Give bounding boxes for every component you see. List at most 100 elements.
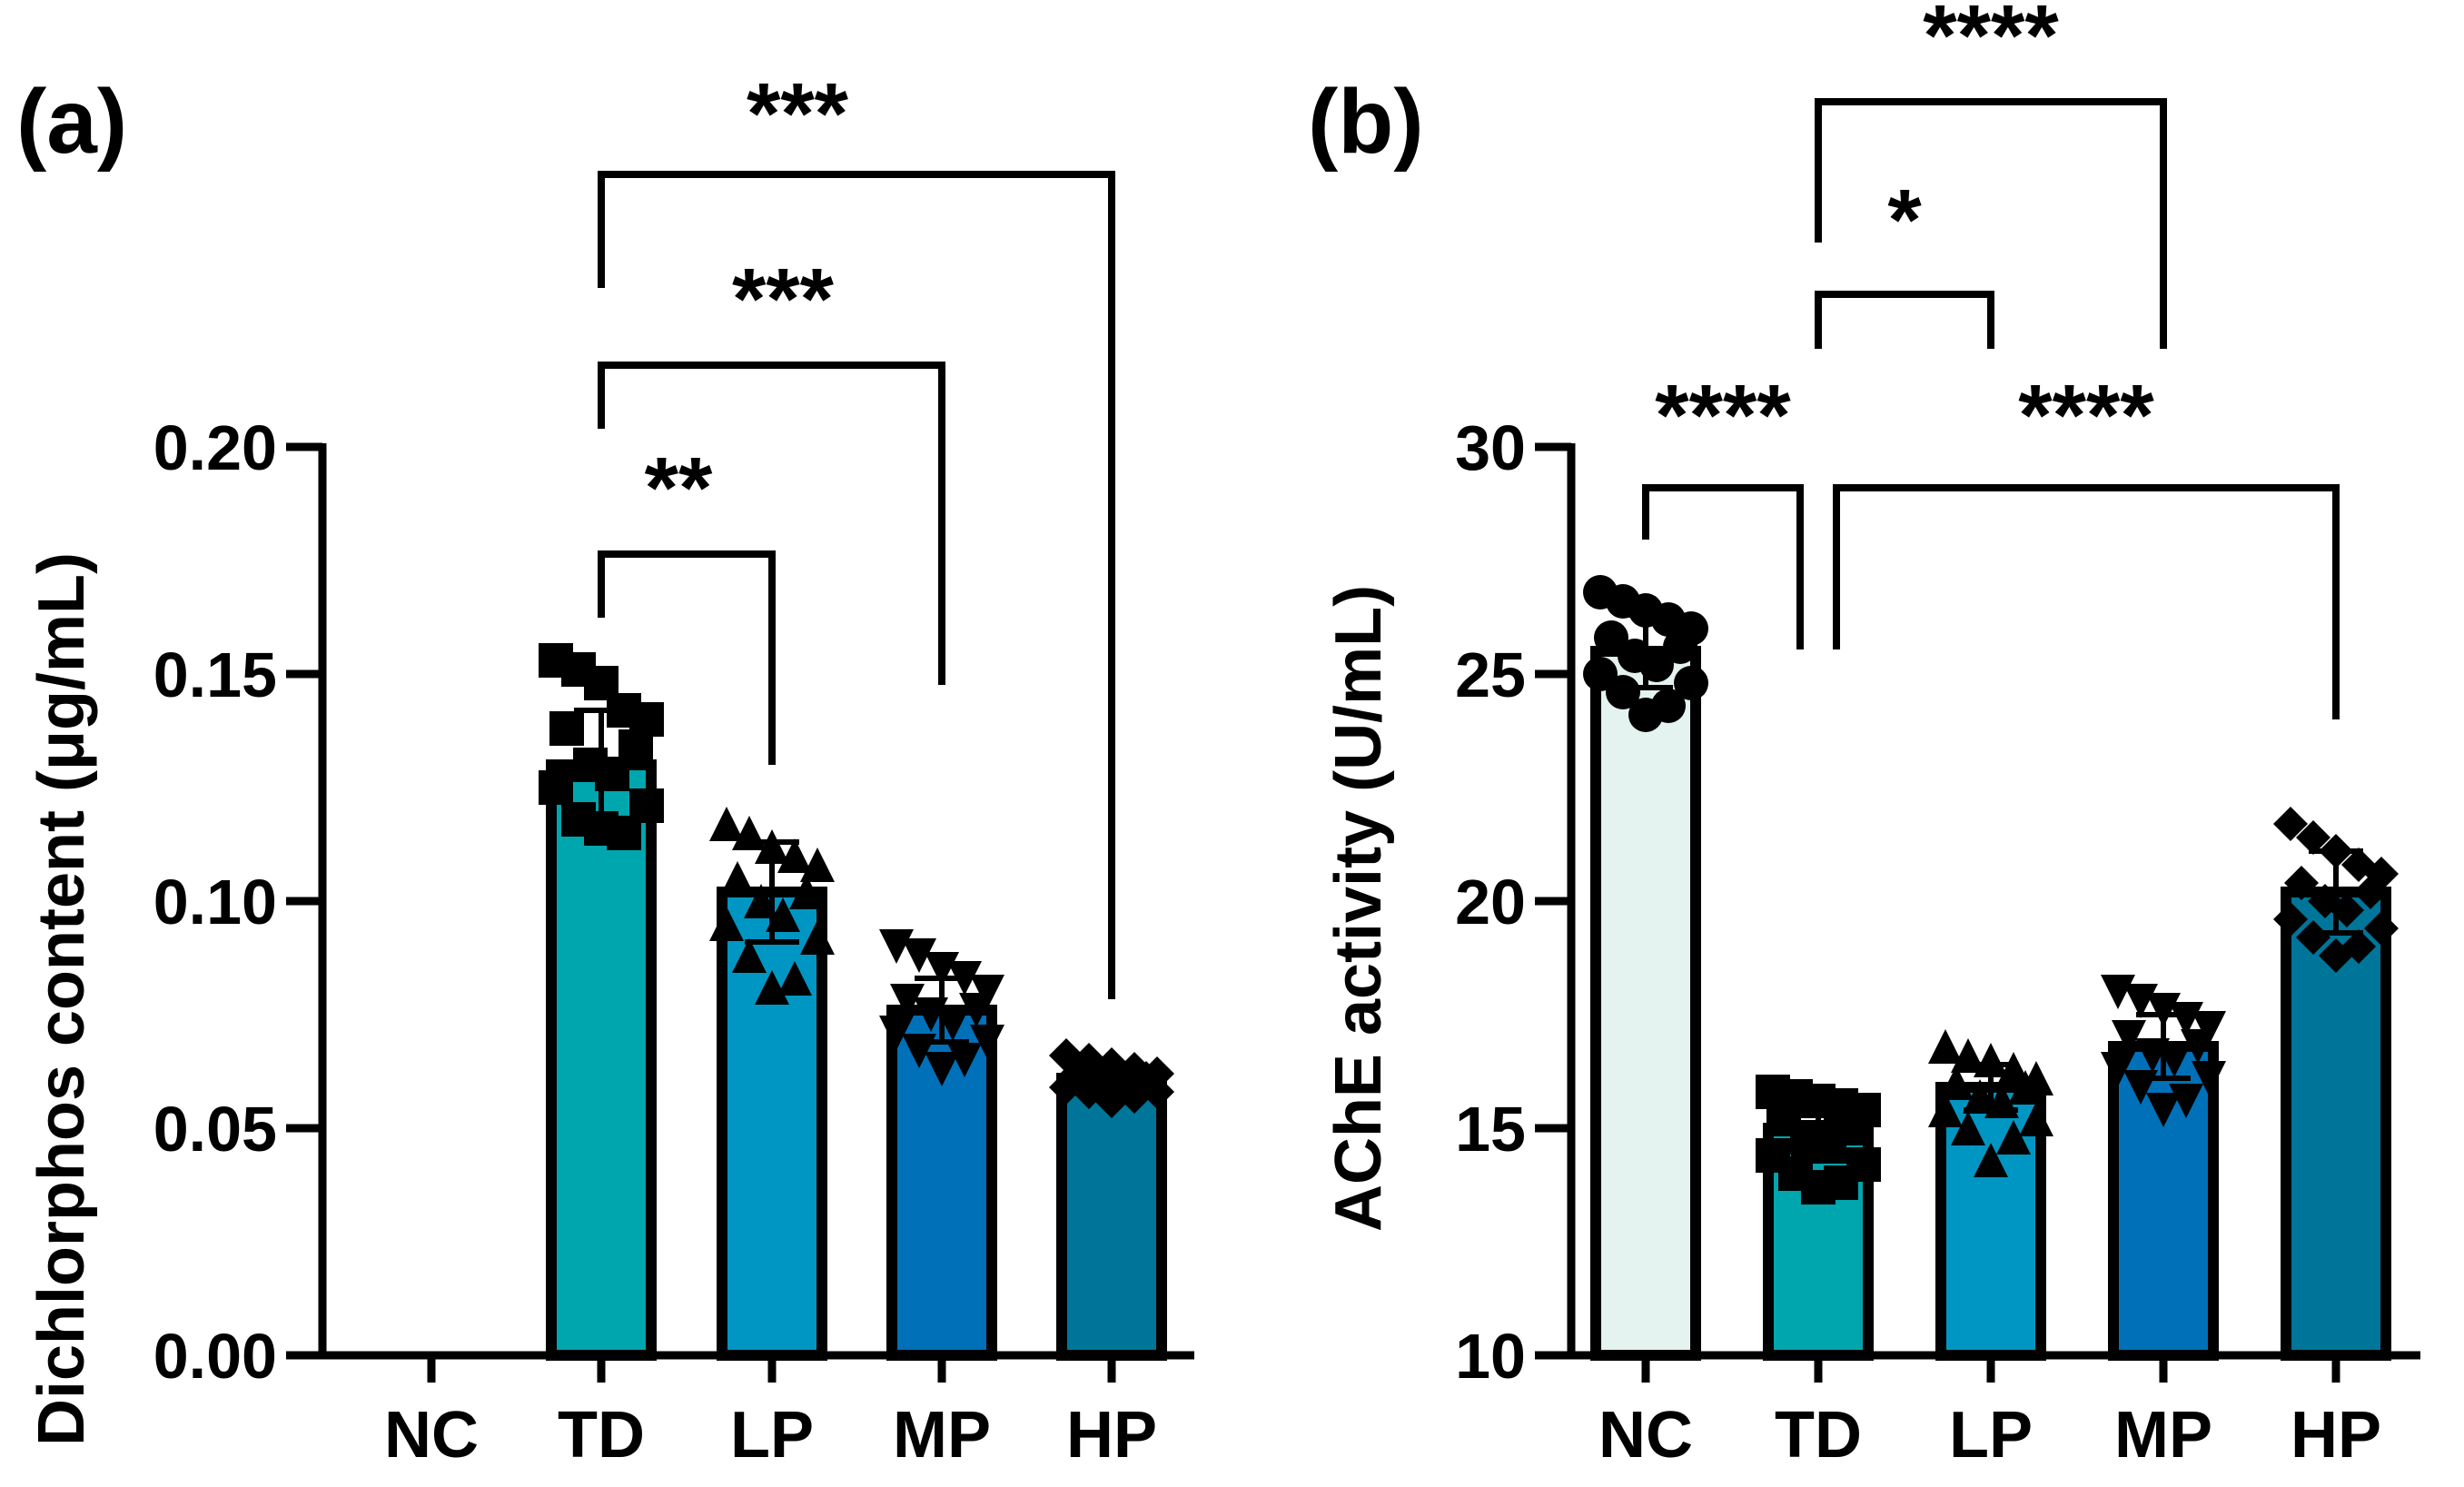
panel-a-xtick-label: HP bbox=[1066, 1399, 1157, 1472]
data-point-lp bbox=[1963, 1079, 1997, 1114]
panel-a-significance-labels: ** *** *** bbox=[645, 65, 849, 537]
significance-bracket bbox=[598, 550, 776, 765]
panel-a-x-tick-labels: NC TD LP MP HP bbox=[384, 1399, 1157, 1472]
significance-bracket bbox=[1833, 484, 2340, 719]
significance-bracket bbox=[1642, 484, 1804, 649]
panel-b-y-tick-labels: 10 15 20 25 30 bbox=[1455, 412, 1526, 1392]
bar-td bbox=[546, 759, 657, 1361]
panel-b-ytick-label: 15 bbox=[1455, 1094, 1526, 1165]
panel-b-sig-label: **** bbox=[2018, 367, 2154, 464]
panel-b-points bbox=[1583, 575, 2399, 1204]
panel-a-label: (a) bbox=[16, 71, 127, 173]
panel-b-sig-label: **** bbox=[1923, 0, 2059, 84]
panel-a-xtick-label: MP bbox=[893, 1399, 991, 1472]
significance-bracket bbox=[598, 171, 1115, 999]
data-point-lp bbox=[789, 875, 824, 909]
data-point-lp bbox=[732, 938, 767, 973]
data-point-hp bbox=[1049, 1070, 1084, 1105]
data-point-hp bbox=[1094, 1084, 1129, 1118]
data-point-nc bbox=[1594, 620, 1628, 655]
data-point-mp bbox=[959, 993, 994, 1027]
data-point-td bbox=[549, 711, 584, 746]
data-point-hp bbox=[2296, 820, 2330, 855]
data-point-td bbox=[595, 757, 629, 791]
data-point-hp bbox=[2319, 938, 2353, 973]
panel-b-ytick-label: 25 bbox=[1455, 639, 1526, 710]
panel-a-ytick-label: 0.00 bbox=[153, 1321, 277, 1392]
panel-a-xtick-label: LP bbox=[730, 1399, 814, 1472]
data-point-mp bbox=[2101, 1052, 2135, 1086]
data-point-mp bbox=[925, 1052, 959, 1086]
data-point-lp bbox=[755, 970, 789, 1005]
data-point-hp bbox=[2273, 902, 2308, 937]
data-point-lp bbox=[1951, 1038, 1985, 1073]
panel-b-xtick-label: MP bbox=[2114, 1399, 2212, 1472]
data-point-lp bbox=[800, 920, 835, 955]
data-point-mp bbox=[947, 961, 982, 996]
data-point-hp bbox=[1117, 1079, 1152, 1114]
panel-b-xtick-label: TD bbox=[1775, 1399, 1862, 1472]
data-point-mp bbox=[2157, 1043, 2192, 1077]
panel-b: (b) AChE activity (U/mL) 10 15 20 25 30 … bbox=[1308, 0, 2420, 1472]
data-point-td bbox=[1801, 1170, 1836, 1204]
data-point-nc bbox=[1639, 648, 1674, 682]
panel-a-y-tick-labels: 0.00 0.05 0.10 0.15 0.20 bbox=[153, 412, 277, 1392]
panel-b-sig-label: **** bbox=[1655, 367, 1791, 464]
panel-b-y-axis-title: AChE activity (U/mL) bbox=[1322, 585, 1395, 1232]
data-point-mp bbox=[2169, 1084, 2203, 1118]
data-point-lp bbox=[1939, 1066, 1974, 1100]
data-point-mp bbox=[2192, 1061, 2226, 1095]
data-point-mp bbox=[947, 1043, 982, 1077]
panel-b-xtick-label: LP bbox=[1949, 1399, 2033, 1472]
panel-a-y-axis-title: Dichlorphos content (μg/mL) bbox=[25, 552, 98, 1446]
data-point-lp bbox=[800, 848, 835, 882]
data-point-lp bbox=[2019, 1102, 2053, 1136]
data-point-td bbox=[1812, 1129, 1846, 1164]
panel-a-xtick-label: TD bbox=[558, 1399, 645, 1472]
data-point-mp bbox=[2192, 1011, 2226, 1046]
data-point-lp bbox=[732, 816, 767, 850]
panel-a-sig-label: ** bbox=[645, 440, 713, 537]
panel-b-xtick-label: HP bbox=[2291, 1399, 2381, 1472]
data-point-mp bbox=[902, 938, 936, 973]
data-point-lp bbox=[2008, 1070, 2043, 1105]
panel-a-ytick-label: 0.05 bbox=[153, 1094, 277, 1165]
data-point-lp bbox=[1951, 1111, 1985, 1145]
data-point-lp bbox=[1984, 1084, 2019, 1118]
panel-a-significance-brackets bbox=[598, 171, 1115, 999]
data-point-mp bbox=[914, 997, 948, 1032]
data-point-mp bbox=[2123, 984, 2158, 1018]
panel-b-significance-brackets bbox=[1642, 98, 2340, 719]
data-point-mp bbox=[935, 1006, 970, 1041]
panel-b-x-tick-labels: NC TD LP MP HP bbox=[1598, 1399, 2381, 1472]
data-point-mp bbox=[879, 929, 914, 964]
panel-b-label: (b) bbox=[1308, 71, 1424, 173]
data-point-lp bbox=[720, 861, 755, 896]
data-point-mp bbox=[2123, 1070, 2158, 1105]
panel-b-significance-labels: **** * **** **** bbox=[1655, 0, 2154, 464]
data-point-hp bbox=[2353, 875, 2388, 909]
data-point-mp bbox=[970, 975, 1004, 1009]
data-point-mp bbox=[2146, 993, 2181, 1027]
panel-b-bars bbox=[1590, 646, 2391, 1361]
data-point-nc bbox=[1674, 666, 1708, 700]
data-point-hp bbox=[2296, 920, 2330, 955]
bar-lp bbox=[717, 887, 827, 1361]
data-point-lp bbox=[1974, 1143, 2008, 1177]
panel-a-error-bars bbox=[574, 708, 1139, 1095]
significance-bracket bbox=[1815, 291, 1994, 349]
data-point-mp bbox=[925, 952, 959, 986]
panel-b-ytick-label: 20 bbox=[1455, 867, 1526, 937]
bar-nc bbox=[1590, 646, 1701, 1361]
data-point-lp bbox=[1928, 1093, 1963, 1127]
data-point-lp bbox=[755, 829, 789, 864]
data-point-lp bbox=[744, 884, 778, 918]
data-point-lp bbox=[1928, 1029, 1963, 1064]
data-point-lp bbox=[1974, 1043, 2008, 1077]
data-point-mp bbox=[879, 1016, 914, 1050]
panel-a-ytick-label: 0.20 bbox=[153, 412, 277, 483]
panel-b-sig-label: * bbox=[1887, 172, 1922, 269]
panel-a: (a) Dichlorphos content (μg/mL) 0.00 0.0… bbox=[16, 65, 1194, 1472]
panel-a-sig-label: *** bbox=[732, 251, 835, 348]
